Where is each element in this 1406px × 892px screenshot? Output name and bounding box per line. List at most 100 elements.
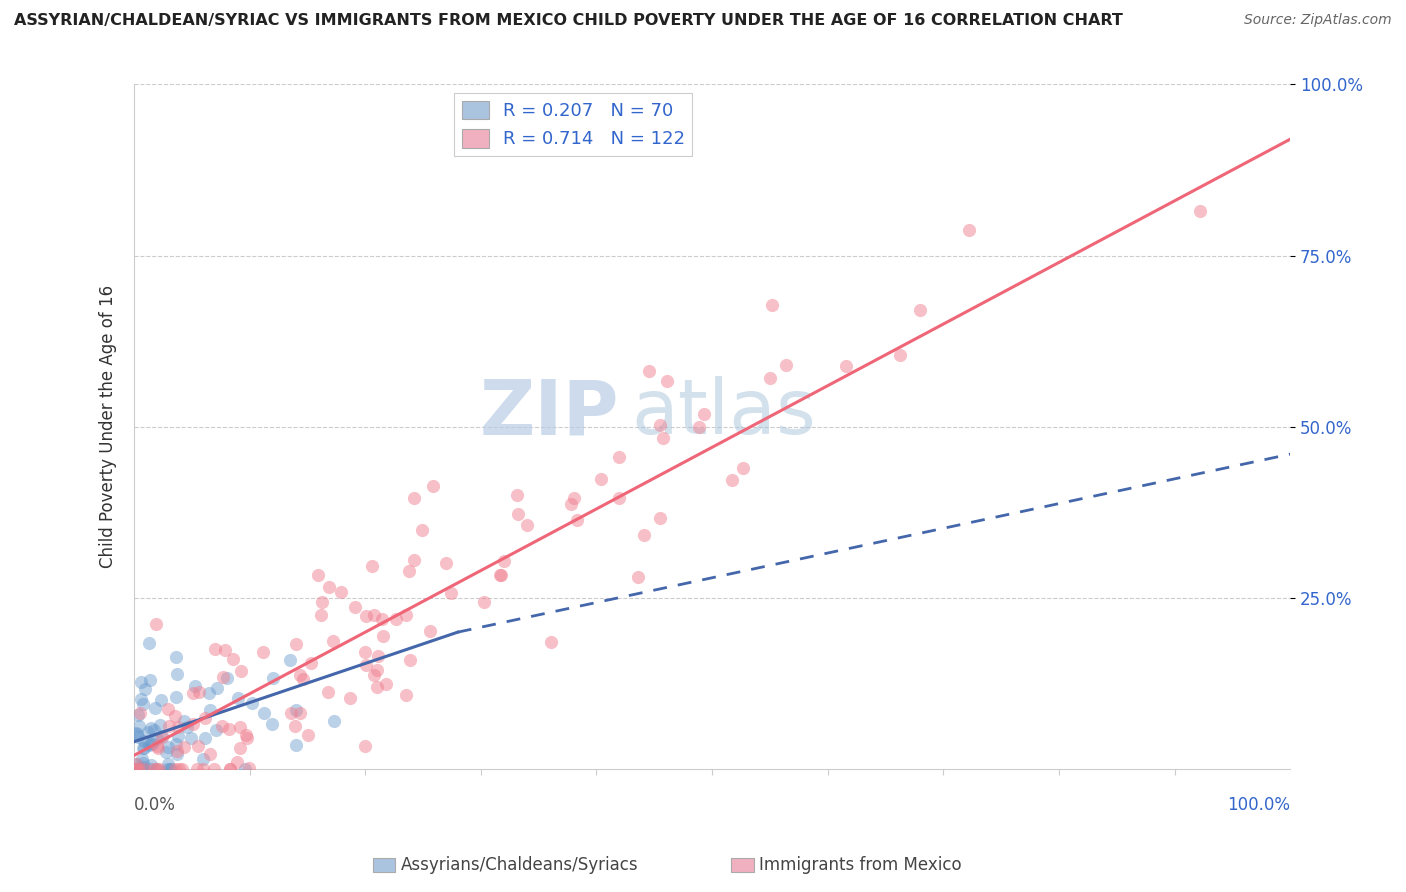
Point bbox=[238, 762, 260, 776]
Point bbox=[226, 691, 249, 706]
Point bbox=[262, 671, 284, 685]
Point bbox=[205, 681, 228, 696]
Point bbox=[128, 719, 150, 733]
Point bbox=[633, 528, 655, 542]
Point bbox=[540, 635, 562, 649]
Point bbox=[148, 762, 170, 776]
Text: Source: ZipAtlas.com: Source: ZipAtlas.com bbox=[1244, 13, 1392, 28]
Point bbox=[233, 762, 256, 776]
Point bbox=[183, 686, 205, 700]
Point bbox=[494, 554, 516, 568]
Text: 0.0%: 0.0% bbox=[134, 797, 176, 814]
Point bbox=[127, 762, 149, 776]
Point bbox=[204, 723, 226, 737]
Point bbox=[131, 760, 153, 774]
Point bbox=[506, 487, 529, 501]
Point bbox=[186, 762, 208, 776]
Point bbox=[165, 690, 187, 704]
Point bbox=[146, 741, 169, 756]
Point bbox=[150, 730, 173, 744]
Point bbox=[143, 701, 166, 715]
Point bbox=[163, 762, 186, 776]
Point bbox=[440, 585, 463, 599]
Point bbox=[311, 607, 333, 622]
Point bbox=[132, 741, 155, 756]
Point bbox=[124, 757, 146, 772]
Point bbox=[145, 762, 167, 776]
Text: ZIP: ZIP bbox=[479, 376, 620, 450]
Point bbox=[211, 719, 233, 733]
Point bbox=[367, 649, 389, 664]
Point bbox=[167, 720, 190, 734]
Point bbox=[141, 737, 163, 751]
Point bbox=[721, 473, 744, 487]
Point bbox=[354, 645, 377, 659]
Point bbox=[284, 703, 307, 717]
Point bbox=[139, 673, 162, 688]
Point bbox=[187, 739, 209, 754]
Point bbox=[149, 693, 172, 707]
Point bbox=[165, 650, 187, 665]
Point bbox=[627, 569, 650, 583]
Point bbox=[910, 302, 932, 317]
Point bbox=[252, 645, 274, 659]
Point bbox=[132, 756, 155, 770]
Point bbox=[311, 595, 333, 609]
Point bbox=[285, 738, 308, 752]
Point bbox=[136, 724, 159, 739]
Point bbox=[219, 762, 242, 776]
Point bbox=[395, 689, 418, 703]
Point bbox=[567, 512, 589, 526]
Point bbox=[235, 728, 257, 742]
Point bbox=[229, 741, 252, 756]
Point bbox=[301, 656, 323, 670]
Point bbox=[139, 757, 162, 772]
Point bbox=[138, 635, 160, 649]
Point bbox=[307, 567, 329, 582]
Point bbox=[508, 507, 530, 521]
Point bbox=[1189, 204, 1212, 219]
Point bbox=[402, 552, 425, 566]
Point bbox=[202, 762, 225, 776]
Point bbox=[560, 497, 582, 511]
Point bbox=[125, 762, 148, 776]
Point bbox=[194, 731, 217, 745]
Point bbox=[957, 223, 980, 237]
Point bbox=[218, 722, 240, 736]
Point bbox=[146, 739, 169, 754]
Point bbox=[516, 518, 538, 533]
Point bbox=[124, 762, 146, 776]
Point bbox=[240, 696, 263, 710]
Point bbox=[173, 714, 195, 729]
Point bbox=[339, 691, 361, 706]
Point bbox=[187, 684, 209, 698]
Point bbox=[363, 607, 385, 622]
Point bbox=[291, 673, 314, 687]
Point bbox=[733, 461, 755, 475]
Point bbox=[564, 491, 586, 505]
Point bbox=[166, 744, 188, 758]
Point bbox=[399, 653, 422, 667]
Point bbox=[191, 752, 214, 766]
Point bbox=[472, 595, 495, 609]
Point bbox=[637, 364, 659, 378]
Point bbox=[316, 684, 339, 698]
Point bbox=[834, 359, 856, 373]
Point bbox=[360, 559, 382, 574]
Point bbox=[159, 762, 181, 776]
Point bbox=[131, 752, 153, 766]
Y-axis label: Child Poverty Under the Age of 16: Child Poverty Under the Age of 16 bbox=[100, 285, 117, 568]
Point bbox=[149, 718, 172, 732]
Point bbox=[143, 762, 166, 776]
Point bbox=[354, 658, 377, 673]
Text: 100.0%: 100.0% bbox=[1227, 797, 1291, 814]
Point bbox=[125, 757, 148, 772]
Point bbox=[288, 706, 311, 720]
Point bbox=[204, 642, 226, 657]
Point bbox=[129, 675, 152, 690]
Point bbox=[652, 431, 675, 445]
Point bbox=[761, 298, 783, 312]
Point bbox=[236, 731, 259, 745]
Point bbox=[260, 717, 283, 731]
Point bbox=[775, 359, 797, 373]
